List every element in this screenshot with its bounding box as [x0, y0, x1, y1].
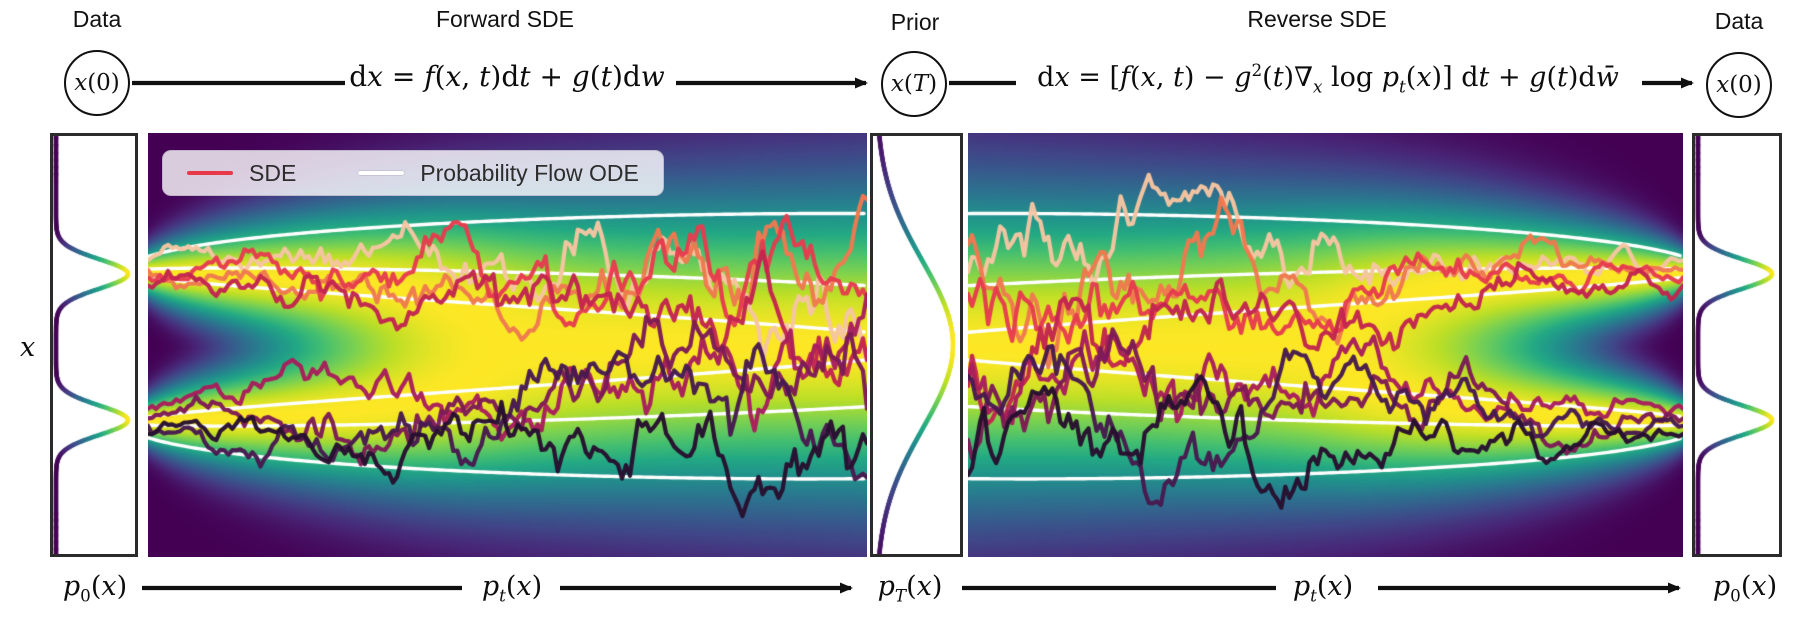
p0-label-right: p0(x)	[1712, 571, 1778, 606]
prior-label: Prior	[890, 9, 940, 35]
node-xT: x(T)	[881, 51, 947, 117]
pT-label: pT(x)	[877, 571, 943, 606]
legend-sde-swatch-icon	[187, 171, 233, 175]
forward-heatmap-canvas	[148, 133, 867, 557]
legend-ode-label: Probability Flow ODE	[420, 159, 639, 186]
marginal-density-right-canvas	[1695, 136, 1779, 554]
reverse-heatmap-panel	[968, 133, 1683, 557]
forward-sde-equation: dx = f(x, t)dt + g(t)dw	[349, 60, 665, 93]
marginal-panel-left	[50, 133, 138, 557]
p0-label-left: p0(x)	[62, 571, 128, 606]
legend: SDE Probability Flow ODE	[162, 150, 664, 196]
pt-label-left: pt(x)	[481, 571, 543, 606]
data-label-right: Data	[1714, 8, 1764, 34]
reverse-sde-equation: dx = [f(x, t) − g2(t)∇x log pt(x)] dt + …	[1037, 60, 1619, 97]
x-axis-label: x	[20, 332, 36, 363]
node-x0-left: x (0)	[64, 50, 130, 116]
marginal-panel-right	[1692, 133, 1782, 557]
prior-density-canvas	[873, 136, 960, 554]
marginal-density-left-canvas	[53, 136, 135, 554]
forward-heatmap-panel: SDE Probability Flow ODE	[148, 133, 867, 557]
pt-label-right: pt(x)	[1292, 571, 1354, 606]
data-label-left: Data	[72, 6, 122, 32]
reverse-sde-title: Reverse SDE	[1247, 6, 1387, 32]
legend-ode-swatch-icon	[358, 171, 405, 175]
prior-marginal-panel	[870, 133, 963, 557]
forward-sde-title: Forward SDE	[435, 6, 575, 32]
node-x0-right: x (0)	[1706, 52, 1772, 118]
reverse-heatmap-canvas	[968, 133, 1683, 557]
legend-sde-label: SDE	[249, 159, 297, 186]
